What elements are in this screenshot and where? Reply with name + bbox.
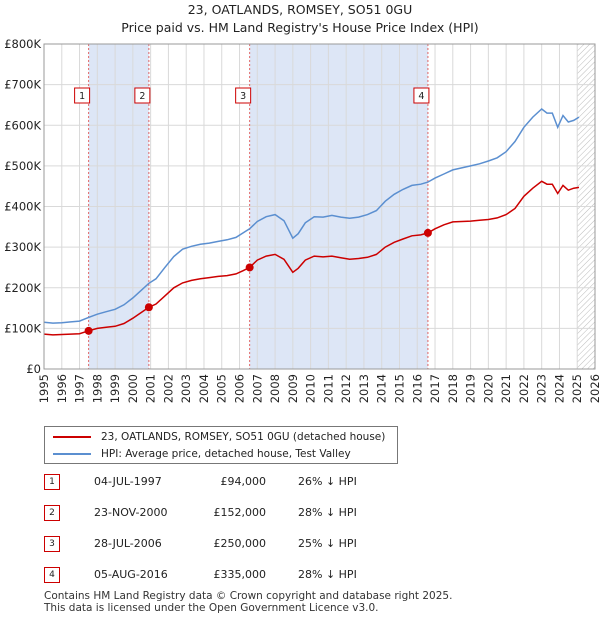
y-tick-label: £400K <box>4 200 41 214</box>
sale-number-box <box>413 87 430 104</box>
sale-date: 04-JUL-1997 <box>94 475 162 488</box>
plot-frame <box>43 43 596 370</box>
x-tick-label: 2007 <box>250 374 264 403</box>
x-tick-label: 2012 <box>339 374 353 403</box>
y-tick-label: £0 <box>26 362 41 376</box>
x-tick-label: 2019 <box>464 374 478 403</box>
x-tick-label: 2026 <box>588 374 600 403</box>
y-tick-label: £800K <box>4 37 41 51</box>
x-tick-label: 2017 <box>428 374 442 403</box>
sale-date: 05-AUG-2016 <box>94 568 168 581</box>
sale-row: 1 04-JUL-1997 £94,000 26% ↓ HPI <box>44 474 564 492</box>
sale-hpi-diff: 28% ↓ HPI <box>298 568 357 581</box>
x-tick-label: 2023 <box>535 374 549 403</box>
footer-copyright: Contains HM Land Registry data © Crown c… <box>44 590 453 602</box>
legend-swatch-hpi <box>53 453 91 455</box>
chart-subtitle: Price paid vs. HM Land Registry's House … <box>121 20 479 35</box>
x-tick-label: 2020 <box>481 374 495 403</box>
x-tick-label: 2000 <box>126 374 140 403</box>
sale-hpi-diff: 25% ↓ HPI <box>298 537 357 550</box>
legend-label-property: 23, OATLANDS, ROMSEY, SO51 0GU (detached… <box>101 431 386 443</box>
x-tick-label: 1995 <box>37 374 51 403</box>
sale-number-label: 3 <box>240 91 246 102</box>
sale-row: 3 28-JUL-2006 £250,000 25% ↓ HPI <box>44 536 564 554</box>
legend-item-property: 23, OATLANDS, ROMSEY, SO51 0GU (detached… <box>53 429 385 445</box>
sale-number-badge: 4 <box>44 567 60 583</box>
sale-number-badge: 2 <box>44 505 60 521</box>
y-tick-label: £100K <box>4 321 41 335</box>
sale-price: £335,000 <box>213 568 267 581</box>
x-tick-label: 2021 <box>499 374 513 403</box>
x-tick-label: 2009 <box>286 374 300 403</box>
x-tick-label: 2006 <box>233 374 247 403</box>
x-tick-label: 2014 <box>375 374 389 403</box>
sale-row: 2 23-NOV-2000 £152,000 28% ↓ HPI <box>44 505 564 523</box>
sale-number-badge: 3 <box>44 536 60 552</box>
legend-item-hpi: HPI: Average price, detached house, Test… <box>53 446 351 462</box>
x-tick-label: 2022 <box>517 374 531 403</box>
x-tick-label: 2010 <box>304 374 318 403</box>
chart-legend: 23, OATLANDS, ROMSEY, SO51 0GU (detached… <box>44 426 398 464</box>
sale-number-label: 4 <box>418 91 424 102</box>
x-tick-label: 2013 <box>357 374 371 403</box>
hpi-line <box>43 108 580 324</box>
sale-number-badge: 1 <box>44 474 60 490</box>
x-tick-label: 1998 <box>90 374 104 403</box>
x-tick-label: 2025 <box>570 374 584 403</box>
y-tick-label: £500K <box>4 159 41 173</box>
x-tick-label: 2003 <box>179 374 193 403</box>
sale-date: 23-NOV-2000 <box>94 506 168 519</box>
x-tick-label: 2024 <box>552 374 566 403</box>
x-tick-label: 2015 <box>392 374 406 403</box>
sale-point <box>84 326 93 335</box>
sale-point <box>144 303 153 312</box>
x-tick-label: 2001 <box>144 374 158 403</box>
x-tick-label: 2004 <box>197 374 211 403</box>
sale-number-box <box>134 87 151 104</box>
property-price-line <box>43 180 580 336</box>
x-tick-label: 2005 <box>215 374 229 403</box>
x-tick-label: 2002 <box>161 374 175 403</box>
x-tick-label: 1996 <box>55 374 69 403</box>
sale-price: £152,000 <box>213 506 267 519</box>
x-tick-label: 1999 <box>108 374 122 403</box>
sale-price: £250,000 <box>213 537 267 550</box>
y-tick-label: £700K <box>4 78 41 92</box>
x-tick-label: 2008 <box>268 374 282 403</box>
sale-hpi-diff: 26% ↓ HPI <box>298 475 357 488</box>
footer-license: This data is licensed under the Open Gov… <box>44 602 379 614</box>
x-tick-label: 1997 <box>73 374 87 403</box>
x-tick-label: 2018 <box>446 374 460 403</box>
sale-number-label: 2 <box>139 91 145 102</box>
x-tick-label: 2011 <box>321 374 335 403</box>
sale-number-label: 1 <box>79 91 85 102</box>
y-tick-label: £600K <box>4 118 41 132</box>
legend-swatch-property <box>53 436 91 438</box>
sale-price: £94,000 <box>220 475 267 488</box>
sale-row: 4 05-AUG-2016 £335,000 28% ↓ HPI <box>44 567 564 585</box>
sale-number-box <box>74 87 91 104</box>
sale-date: 28-JUL-2006 <box>94 537 162 550</box>
x-tick-label: 2016 <box>410 374 424 403</box>
legend-label-hpi: HPI: Average price, detached house, Test… <box>101 448 351 460</box>
y-tick-label: £300K <box>4 240 41 254</box>
price-chart: 1 2 3 4 £0 £100K £200K £300K £400K £500K £600K £70… <box>4 37 600 403</box>
sale-point <box>423 228 432 237</box>
sale-number-box <box>235 87 252 104</box>
y-tick-label: £200K <box>4 281 41 295</box>
chart-title-address: 23, OATLANDS, ROMSEY, SO51 0GU <box>187 2 413 17</box>
sale-point <box>245 263 254 272</box>
sale-hpi-diff: 28% ↓ HPI <box>298 506 357 519</box>
